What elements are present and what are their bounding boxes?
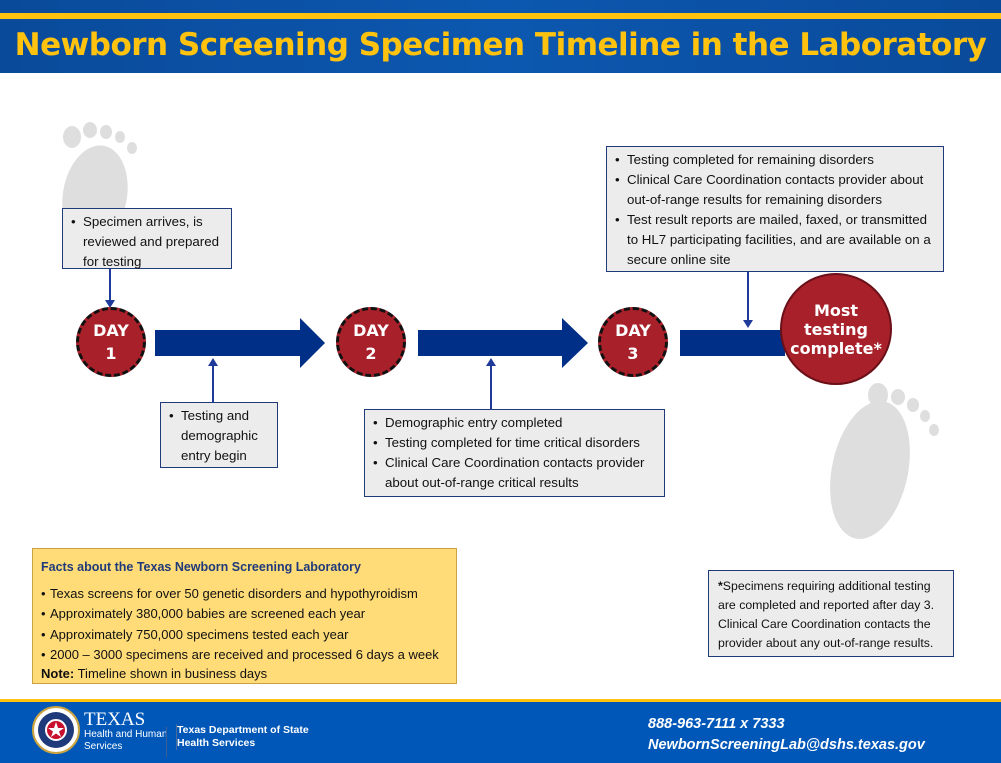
arrow-day3-final [680, 330, 785, 356]
box-item: Clinical Care Coordination contacts prov… [373, 453, 656, 493]
day-number: 3 [627, 344, 639, 363]
logo-divider [166, 727, 167, 757]
day-number: 1 [105, 344, 117, 363]
arrow-day1-day2 [155, 318, 325, 368]
fact-item: 2000 – 3000 specimens are received and p… [41, 645, 448, 666]
day-1-circle: DAY 1 [76, 307, 146, 377]
facts-note: Note: Timeline shown in business days [41, 666, 448, 682]
note-label: Note: [41, 665, 75, 681]
day1-arrival-box: Specimen arrives, is reviewed and prepar… [62, 208, 232, 269]
texas-seal-icon [32, 706, 80, 754]
hhs-line: Health and Human [84, 729, 168, 740]
fact-item: Approximately 750,000 specimens tested e… [41, 625, 448, 646]
box-item: Testing completed for time critical diso… [373, 433, 656, 453]
footer: TEXAS Health and Human Services Texas De… [0, 699, 1001, 763]
footer-stripe [0, 699, 1001, 702]
footnote-box: *Specimens requiring additional testing … [708, 570, 954, 657]
connector-arrows [105, 269, 753, 409]
email-link[interactable]: NewbornScreeningLab@dshs.texas.gov [648, 737, 925, 753]
facts-heading: Facts about the Texas Newborn Screening … [41, 560, 361, 574]
contact-info: 888-963-7111 x 7333 NewbornScreeningLab@… [648, 714, 925, 756]
page-title: Newborn Screening Specimen Timeline in t… [14, 27, 987, 63]
final-line: complete* [790, 338, 882, 358]
fact-item: Texas screens for over 50 genetic disord… [41, 584, 448, 605]
box-item: Demographic entry completed [373, 413, 656, 433]
dshs-line: Texas Department of State [177, 724, 309, 736]
footnote-text: Specimens requiring additional testing a… [718, 579, 935, 650]
box-item: Clinical Care Coordination contacts prov… [615, 170, 935, 210]
footnote-star: * [718, 579, 723, 593]
note-text: Timeline shown in business days [74, 665, 268, 681]
day1-testing-box: Testing and demographic entry begin [160, 402, 278, 468]
hhs-title: TEXAS [84, 709, 146, 730]
day3-box: Testing completed for remaining disorder… [606, 146, 944, 272]
day-3-circle: DAY 3 [598, 307, 668, 377]
hhs-line: Services [84, 741, 123, 752]
dshs-line: Health Services [177, 737, 256, 749]
hhs-logo: TEXAS Health and Human Services [84, 709, 168, 753]
box-item: Specimen arrives, is reviewed and prepar… [71, 212, 223, 272]
day-number: 2 [365, 344, 377, 363]
box-item: Testing completed for remaining disorder… [615, 150, 935, 170]
day-label: DAY [615, 321, 651, 340]
final-line: testing [804, 319, 868, 339]
facts-box: Facts about the Texas Newborn Screening … [32, 548, 457, 684]
box-item: Test result reports are mailed, faxed, o… [615, 210, 935, 270]
header-stripe [0, 13, 1001, 19]
day-label: DAY [93, 321, 129, 340]
header-banner: Newborn Screening Specimen Timeline in t… [0, 0, 1001, 73]
footprint-icon [830, 383, 939, 539]
day-label: DAY [353, 321, 389, 340]
day-2-circle: DAY 2 [336, 307, 406, 377]
most-testing-complete-circle: Most testing complete* [780, 273, 892, 385]
fact-item: Approximately 380,000 babies are screene… [41, 604, 448, 625]
day2-box: Demographic entry completed Testing comp… [364, 409, 665, 497]
phone-number[interactable]: 888-963-7111 x 7333 [648, 716, 785, 732]
box-item: Testing and demographic entry begin [169, 406, 269, 466]
timeline-arrows [155, 318, 785, 368]
dshs-name: Texas Department of State Health Service… [176, 724, 309, 750]
final-line: Most [813, 300, 859, 320]
arrow-day2-day3 [418, 318, 588, 368]
